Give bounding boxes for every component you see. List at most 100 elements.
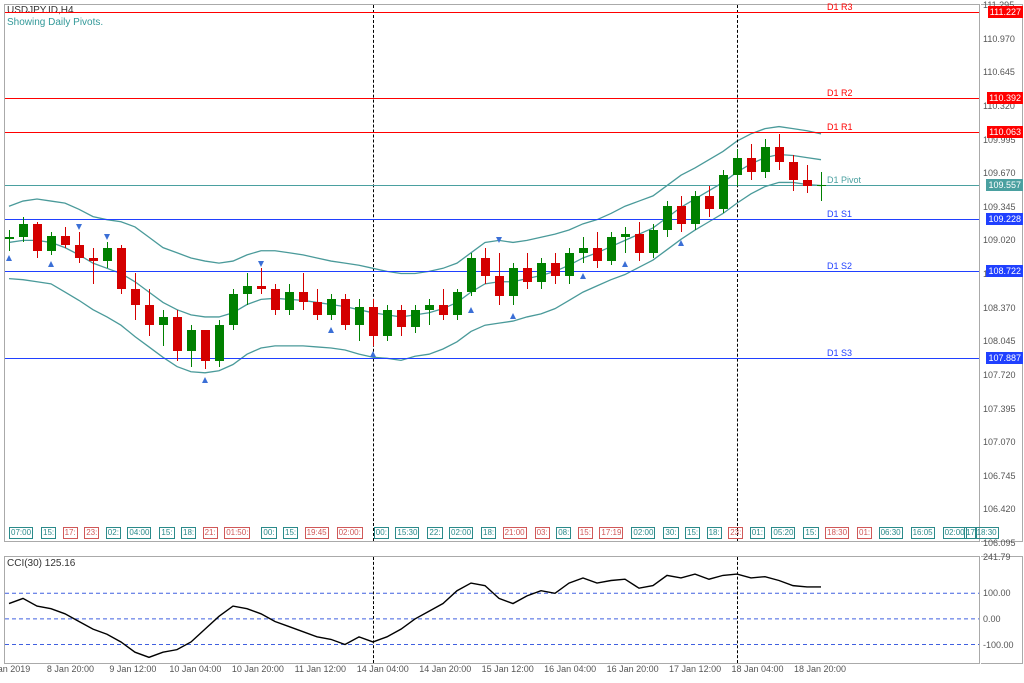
session-time-tag: 21: [203,527,218,539]
candle-body [117,248,126,289]
y-tick-label: 110.645 [983,67,1015,77]
pivot-label: D1 R2 [827,88,853,98]
candle-body [817,185,826,186]
candle-wick [821,172,822,201]
candle-body [397,310,406,328]
session-time-tag: 18: [181,527,196,539]
signal-arrow [202,377,208,383]
candle-body [565,253,574,276]
candle-body [159,317,168,325]
candle-body [649,230,658,253]
candle-wick [261,268,262,294]
y-tick-label: 110.970 [983,34,1015,44]
session-time-tag: 08: [556,527,571,539]
price-tag: 110.392 [987,92,1023,104]
candle-wick [93,248,94,284]
session-time-tag: 30: [663,527,678,539]
candle-body [369,307,378,336]
pivot-line [5,98,979,99]
x-tick-label: 16 Jan 04:00 [544,664,596,674]
candle-body [621,234,630,237]
main-overlay [5,5,979,541]
candle-body [607,237,616,261]
price-tag: 109.228 [986,213,1023,225]
candle-body [761,147,770,172]
main-y-axis: 111.295110.970110.645110.320109.995109.6… [981,4,1023,542]
session-time-tag: 15: [803,527,818,539]
candle-body [341,299,350,325]
signal-arrow [468,307,474,313]
candle-body [383,310,392,336]
pivot-label: D1 S2 [827,261,852,271]
signal-arrow [622,261,628,267]
session-time-tag: 18: [707,527,722,539]
pivot-label: D1 S1 [827,209,852,219]
candle-body [103,248,112,261]
signal-arrow [328,327,334,333]
y-tick-label: 106.420 [983,504,1016,514]
candle-body [719,175,728,209]
x-tick-label: 18 Jan 20:00 [794,664,846,674]
pivot-label: D1 R1 [827,122,853,132]
candle-wick [625,227,626,253]
candle-body [705,196,714,209]
y-tick-label: 107.395 [983,404,1016,414]
x-tick-label: 8 Jan 2019 [0,664,30,674]
pivot-label: D1 R3 [827,2,853,12]
main-chart-area[interactable]: USDJPY.ID,H4 Showing Daily Pivots. D1 R3… [4,4,980,542]
time-divider [373,557,374,663]
candle-body [145,305,154,326]
candle-body [677,206,686,224]
session-time-tag: 15:30 [395,527,419,539]
signal-arrow [496,237,502,243]
y-tick-label: 106.745 [983,471,1016,481]
candle-wick [9,230,10,251]
session-time-tag: 17:19 [599,527,623,539]
indicator-area[interactable]: CCI(30) 125.16 [4,556,980,664]
session-time-tag: 01: [750,527,765,539]
y-tick-label: 106.095 [983,538,1016,548]
pivot-label: D1 Pivot [827,175,861,185]
x-axis: 8 Jan 20198 Jan 20:009 Jan 12:0010 Jan 0… [4,664,980,680]
session-time-tag: 18:30 [825,527,849,539]
candle-body [131,289,140,305]
session-time-tag: 02:00 [943,527,967,539]
session-time-tag: 15: [283,527,298,539]
candle-body [355,307,364,326]
x-tick-label: 10 Jan 04:00 [169,664,221,674]
session-time-tag: 03: [535,527,550,539]
x-tick-label: 8 Jan 20:00 [47,664,94,674]
candle-body [439,305,448,315]
session-time-tag: 02:00 [449,527,473,539]
candle-wick [163,310,164,346]
signal-arrow [76,224,82,230]
session-time-tag: 15: [578,527,593,539]
signal-arrow [370,351,376,357]
pivot-line [5,219,979,220]
y-tick-label: 109.020 [983,235,1016,245]
time-divider [737,5,738,541]
candle-body [425,305,434,310]
x-tick-label: 18 Jan 04:00 [732,664,784,674]
candle-body [257,286,266,289]
candle-body [775,147,784,161]
price-tag: 111.227 [988,6,1023,18]
indicator-overlay [5,557,979,663]
x-tick-label: 14 Jan 20:00 [419,664,471,674]
indicator-y-axis: 241.79100.000.00-100.00 [981,556,1023,664]
candle-body [215,325,224,361]
x-tick-label: 16 Jan 20:00 [607,664,659,674]
candle-body [509,268,518,296]
session-time-tag: 19:45 [305,527,329,539]
candle-body [47,236,56,250]
pivot-line [5,185,979,186]
session-time-tag: 23: [84,527,99,539]
candle-body [75,245,84,258]
candle-body [5,237,14,239]
candle-body [481,258,490,276]
y-tick-label: 108.045 [983,336,1016,346]
pivot-label: D1 S3 [827,348,852,358]
price-tag: 109.557 [986,179,1023,191]
session-time-tag: 22: [427,527,442,539]
candle-wick [807,165,808,193]
